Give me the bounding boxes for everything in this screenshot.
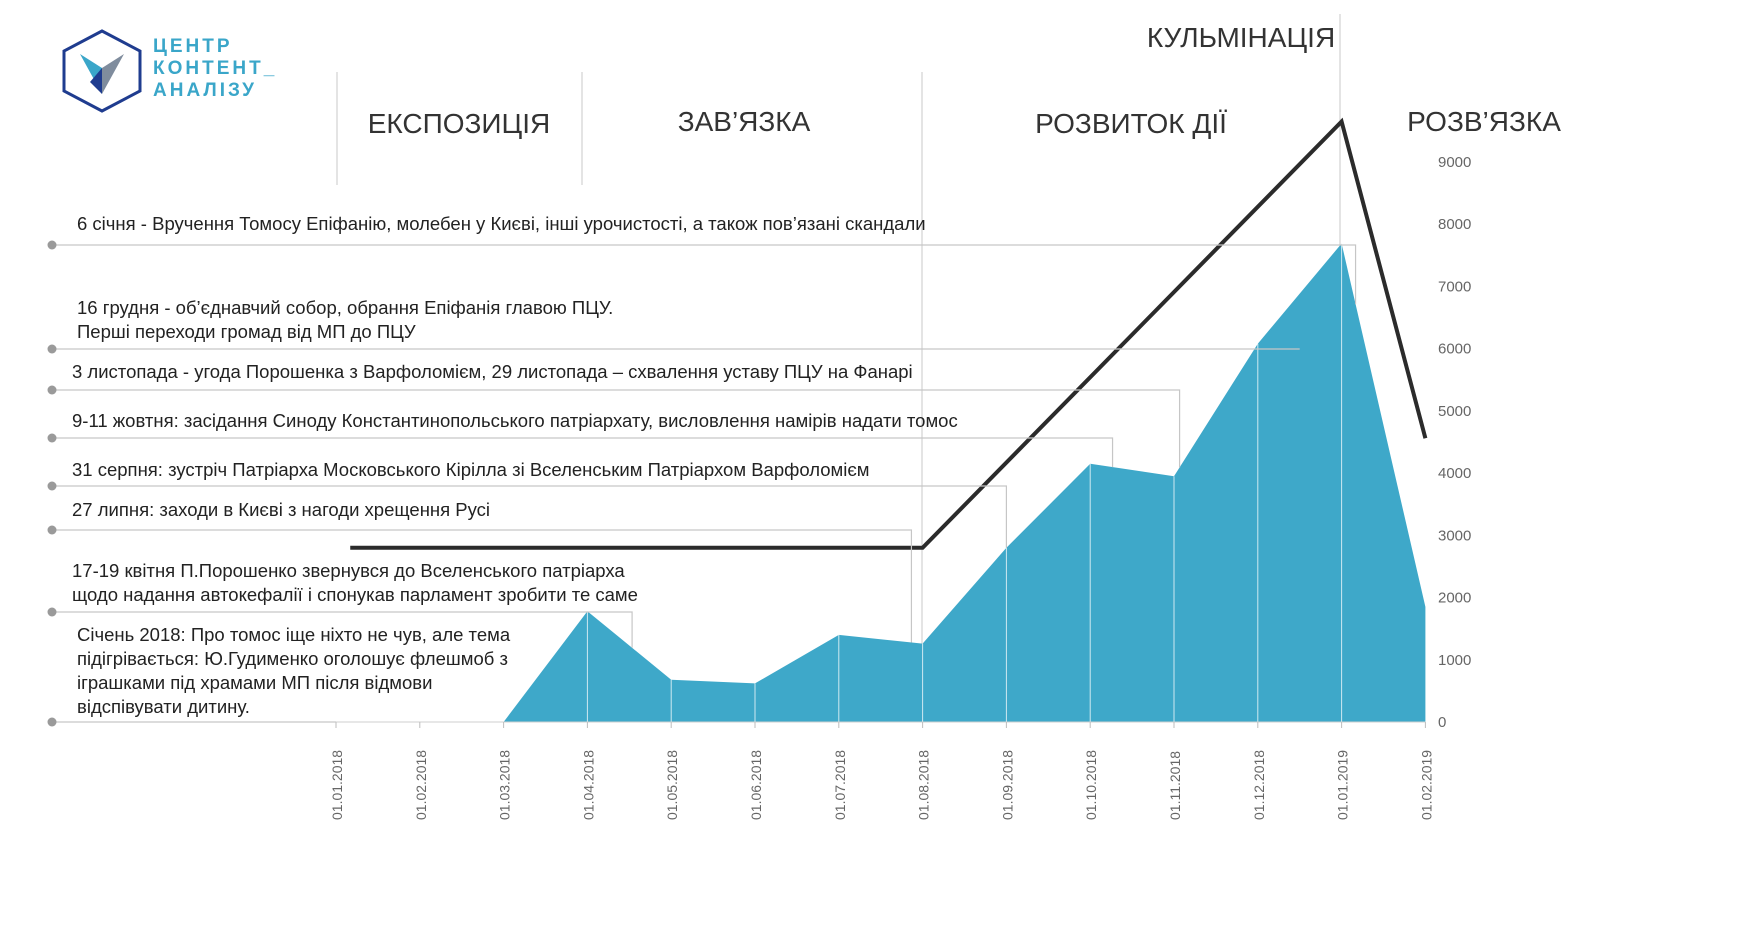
event-text: 27 липня: заходи в Києві з нагоди хрещен… [72, 499, 490, 520]
logo-line-3: АНАЛІЗУ [153, 80, 258, 101]
x-tick-label: 01.06.2018 [748, 750, 764, 820]
event-leader-line [52, 244, 1357, 305]
x-tick-label: 01.11.2018 [1167, 751, 1183, 820]
area-series [503, 243, 1426, 722]
event-dot [47, 607, 57, 617]
x-tick-label: 01.08.2018 [916, 750, 932, 820]
phase-label: ЗАВ’ЯЗКА [678, 106, 811, 137]
event-dot [47, 481, 57, 491]
y-tick-label: 6000 [1438, 341, 1471, 358]
y-tick-label: 2000 [1438, 590, 1471, 607]
logo-hexagon-icon [62, 29, 142, 113]
event-leader-line [52, 485, 1008, 548]
y-tick-label: 7000 [1438, 278, 1471, 295]
event-leader-line [52, 389, 1181, 468]
x-tick-label: 01.10.2018 [1083, 750, 1099, 820]
x-tick-label: 01.09.2018 [999, 750, 1015, 820]
logo-line-1: ЦЕНТР [153, 36, 233, 57]
y-tick-label: 8000 [1438, 216, 1471, 233]
phase-label: РОЗВИТОК ДІЇ [1035, 108, 1227, 139]
event-dot [47, 433, 57, 443]
x-tick-label: 01.12.2018 [1251, 750, 1267, 820]
event-text: 6 січня - Вручення Томосу Епіфанію, моле… [77, 213, 926, 234]
event-leader-line [52, 529, 913, 643]
event-text: 16 грудня - об’єднавчий собор, обрання Е… [77, 297, 613, 318]
x-tick-label: 01.05.2018 [664, 750, 680, 820]
event-text: відспівувати дитину. [77, 696, 250, 717]
y-tick-label: 3000 [1438, 527, 1471, 544]
event-text: 9-11 жовтня: засідання Синоду Константин… [72, 410, 958, 431]
x-tick-label: 01.01.2018 [329, 750, 345, 820]
logo-line-2: КОНТЕНТ_ [153, 58, 278, 79]
y-tick-label: 5000 [1438, 403, 1471, 420]
plot-curve-line [350, 117, 1428, 550]
y-tick-label: 1000 [1438, 652, 1471, 669]
x-tick-label: 01.03.2018 [497, 750, 513, 820]
x-tick-label: 01.04.2018 [580, 750, 596, 820]
event-dot [47, 344, 57, 354]
event-text: іграшками під храмами МП після відмови [77, 672, 432, 693]
x-tick-label: 01.01.2019 [1335, 750, 1351, 820]
phase-label: ЕКСПОЗИЦІЯ [368, 108, 551, 139]
event-text: підігрівається: Ю.Гудименко оголошує фле… [77, 648, 508, 669]
y-tick-label: 0 [1438, 714, 1446, 731]
event-text: 31 серпня: зустріч Патріарха Московськог… [72, 459, 870, 480]
event-text: щодо надання автокефалії і спонукав парл… [72, 584, 638, 605]
x-tick-label: 01.07.2018 [832, 750, 848, 820]
y-tick-label: 4000 [1438, 465, 1471, 482]
x-tick-label: 01.02.2018 [413, 750, 429, 820]
event-dot [47, 385, 57, 395]
event-leader-line [52, 437, 1114, 468]
event-leader-line [52, 611, 633, 648]
event-dot [47, 240, 57, 250]
event-text: Січень 2018: Про томос іще ніхто не чув,… [77, 624, 511, 645]
phase-label: КУЛЬМІНАЦІЯ [1147, 22, 1335, 53]
phase-label: РОЗВ’ЯЗКА [1407, 106, 1561, 137]
event-dot [47, 525, 57, 535]
event-text: 3 листопада - угода Порошенка з Варфолом… [72, 361, 913, 382]
y-tick-label: 9000 [1438, 154, 1471, 171]
event-text: 17-19 квітня П.Порошенко звернувся до Вс… [72, 560, 625, 581]
event-text: Перші переходи громад від МП до ПЦУ [77, 321, 416, 342]
x-tick-label: 01.02.2019 [1418, 750, 1434, 820]
event-dot [47, 717, 57, 727]
